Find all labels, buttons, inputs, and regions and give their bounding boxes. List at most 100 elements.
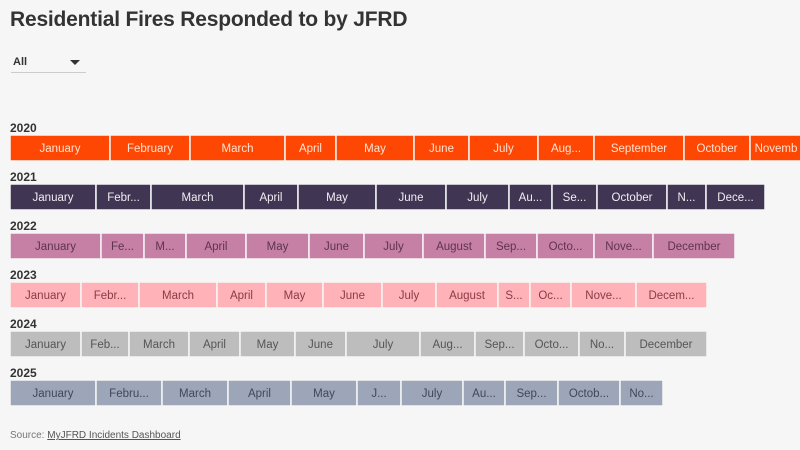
segment-label: May	[313, 388, 335, 400]
bar-segment[interactable]	[345, 330, 421, 358]
page-title: Residential Fires Responded to by JFRD	[10, 8, 408, 31]
bar-segment[interactable]	[508, 183, 553, 211]
segment-label: March	[179, 388, 211, 400]
segment-label: April	[204, 241, 227, 253]
bar-segment[interactable]	[593, 232, 654, 260]
segment-label: Nove...	[585, 290, 621, 302]
bar-segment[interactable]	[150, 183, 245, 211]
segment-label: Octo...	[535, 339, 569, 351]
bar-segment[interactable]	[749, 134, 800, 162]
segment-label: July	[493, 143, 514, 155]
year-label: 2025	[10, 366, 37, 380]
segment-label: June	[324, 241, 349, 253]
bar-segment[interactable]	[243, 183, 299, 211]
bar-segment[interactable]	[290, 379, 358, 407]
segment-label: Novemb	[755, 143, 798, 155]
bar-segment[interactable]	[381, 281, 437, 309]
segment-label: March	[143, 339, 175, 351]
bar-segment[interactable]	[497, 281, 531, 309]
bar-segment[interactable]	[356, 379, 402, 407]
segment-label: No...	[629, 388, 653, 400]
segment-label: April	[203, 339, 226, 351]
segment-label: August	[449, 290, 486, 302]
segment-label: April	[259, 192, 282, 204]
segment-label: October	[612, 192, 653, 204]
bar-segment[interactable]	[297, 183, 377, 211]
bar-segment[interactable]	[484, 232, 538, 260]
bar-segment[interactable]	[216, 281, 267, 309]
bar-segment[interactable]	[95, 183, 152, 211]
segment-label: October	[697, 143, 738, 155]
source-link[interactable]: MyJFRD Incidents Dashboard	[47, 430, 181, 441]
bar-segment[interactable]	[189, 134, 286, 162]
bar-segment[interactable]	[245, 232, 310, 260]
segment-label: No...	[590, 339, 614, 351]
bar-segment[interactable]	[9, 232, 102, 260]
segment-label: December	[667, 241, 720, 253]
bar-segment[interactable]	[9, 183, 97, 211]
bar-segment[interactable]	[619, 379, 664, 407]
bar-segment[interactable]	[578, 330, 626, 358]
bar-segment[interactable]	[143, 232, 187, 260]
segment-label: Oc...	[538, 290, 562, 302]
bar-segment[interactable]	[138, 281, 218, 309]
segment-label: S...	[505, 290, 522, 302]
bar-segment[interactable]	[265, 281, 324, 309]
segment-label: January	[25, 290, 66, 302]
segment-label: Au...	[472, 388, 496, 400]
year-label: 2024	[10, 317, 37, 331]
segment-label: June	[308, 339, 333, 351]
segment-label: April	[248, 388, 271, 400]
bar-segment[interactable]	[100, 232, 145, 260]
bar-segment[interactable]	[128, 330, 190, 358]
segment-label: June	[399, 192, 424, 204]
segment-label: July	[399, 290, 420, 302]
bar-segment[interactable]	[435, 281, 499, 309]
filter-selected-value: All	[13, 56, 28, 68]
bar-segment[interactable]	[227, 379, 292, 407]
bar-segment[interactable]	[474, 330, 525, 358]
segment-label: Se...	[563, 192, 587, 204]
segment-label: Febr...	[94, 290, 127, 302]
year-filter-dropdown[interactable]: All	[11, 54, 86, 73]
bar-segment[interactable]	[363, 232, 424, 260]
bar-segment[interactable]	[705, 183, 766, 211]
bar-segment[interactable]	[322, 281, 383, 309]
bar-segment[interactable]	[413, 134, 470, 162]
bar-segment[interactable]	[9, 379, 97, 407]
segment-label: March	[162, 290, 194, 302]
segment-label: J...	[371, 388, 386, 400]
segment-label: May	[364, 143, 386, 155]
bar-segment[interactable]	[652, 232, 736, 260]
bar-segment[interactable]	[80, 330, 130, 358]
bar-segment[interactable]	[529, 281, 572, 309]
bar-segment[interactable]	[9, 281, 82, 309]
bar-segment[interactable]	[551, 183, 598, 211]
segment-label: September	[611, 143, 667, 155]
bar-segment[interactable]	[596, 183, 668, 211]
bar-segment[interactable]	[419, 330, 476, 358]
segment-label: Dece...	[717, 192, 753, 204]
segment-label: Aug...	[432, 339, 462, 351]
bar-segment[interactable]	[9, 134, 111, 162]
segment-label: April	[230, 290, 253, 302]
bar-segment[interactable]	[683, 134, 751, 162]
segment-label: M...	[155, 241, 174, 253]
segment-label: April	[299, 143, 322, 155]
bar-segment[interactable]	[635, 281, 708, 309]
bar-segment[interactable]	[624, 330, 708, 358]
segment-label: Fe...	[111, 241, 134, 253]
bar-segment[interactable]	[422, 232, 486, 260]
bar-segment[interactable]	[375, 183, 447, 211]
bar-segment[interactable]	[9, 330, 82, 358]
bar-segment[interactable]	[284, 134, 337, 162]
segment-label: May	[284, 290, 306, 302]
bar-segment[interactable]	[445, 183, 510, 211]
bar-segment[interactable]	[185, 232, 247, 260]
bar-segment[interactable]	[161, 379, 229, 407]
bar-segment[interactable]	[188, 330, 241, 358]
bar-segment[interactable]	[109, 134, 191, 162]
segment-label: Aug...	[551, 143, 581, 155]
segment-label: Sep...	[484, 339, 514, 351]
segment-label: June	[429, 143, 454, 155]
